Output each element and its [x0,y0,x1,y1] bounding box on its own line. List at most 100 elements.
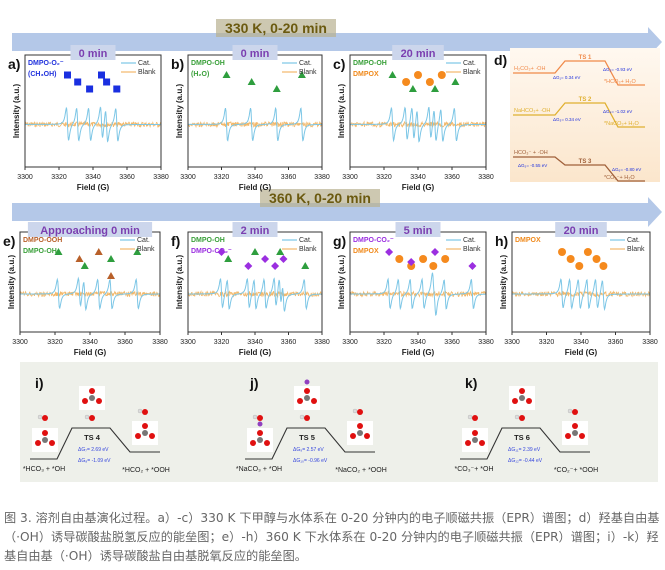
hydrogen-atom [37,414,43,420]
oxygen-atom [357,423,363,429]
oxygen-atom [357,409,363,415]
triangle-marker [451,78,460,85]
x-tick-label: 3360 [117,339,133,346]
epr-panel-e: e) DMPO-OOH DMPO-OH Cat. Blank Approaching 0 … [3,222,168,357]
dg2-label: ΔG₈= -1.09 eV [78,458,111,464]
time-label-bg [27,222,153,237]
epr-panel-c: c) DMPO-OH DMPOX Cat. Blank 20 min 3300 3320 334… [333,45,494,192]
carbon-atom [89,395,95,401]
time-label: 0 min [79,48,108,60]
panel-letter: c) [333,56,345,72]
x-tick-label: 3320 [214,339,230,346]
epr-panel-a: a) DMPO-O₂⁻ (CH₃OH) Cat. Blank 0 min 3300 3320 3… [8,45,169,192]
start-label: *HCO₃ + *OH [23,466,65,473]
oxygen-atom [257,415,263,421]
arrow-330k: 330 K, 0-20 min [12,19,662,57]
legend-blank-label: Blank [299,246,317,253]
cat-spectrum-line [350,106,486,143]
x-tick-label: 3340 [573,339,589,346]
circle-marker [441,255,450,263]
carbon-atom [572,430,578,436]
time-label-bg [232,222,278,237]
triangle-marker [408,85,417,92]
panel-letter: b) [171,56,184,72]
oxygen-atom [264,440,270,446]
arrow-360k: 360 K, 0-20 min [12,189,662,227]
triangle-marker [133,248,142,255]
molecule-structure [32,428,58,452]
x-tick-label: 3380 [314,174,330,181]
time-label: 5 min [404,225,433,237]
oxygen-atom [82,398,88,404]
dg-down-label: ΔG₂= -0.93 eV [603,67,632,72]
oxygen-atom [89,415,95,421]
x-tick-label: 3360 [119,174,135,181]
triangle-marker [94,248,103,255]
circle-marker [599,262,608,270]
time-label-bg [395,222,441,237]
hydrogen-atom [137,408,143,414]
hydrogen-atom [514,414,520,420]
oxygen-atom [364,433,370,439]
species-legend: DMPO-OOH [23,237,62,244]
oxygen-atom [257,430,263,436]
epr-panel-b: b) DMPO-OH (H₂O) Cat. Blank 0 min 3300 3320 3340… [171,45,330,192]
x-axis-label: Field (G) [402,348,435,357]
molecule-structure [247,421,273,452]
hydrogen-atom [84,414,90,420]
y-axis-label: Intensity (a.u.) [499,255,508,310]
time-label: Approaching 0 min [40,225,140,237]
legend-cat-label: Cat. [138,60,151,67]
start-label: HCO₃⁻ + ·OH [514,150,548,156]
energy-path-line [245,427,375,460]
y-axis-label: Intensity (a.u.) [175,255,184,310]
x-tick-label: 3380 [152,339,168,346]
x-tick-label: 3340 [82,339,98,346]
oxygen-atom [250,440,256,446]
energy-panel-i: i) *HCO₃ + *OH TS 4 ΔG₇= 2.69 eV ΔG₈= -1.09 … [23,375,170,474]
circle-marker [575,262,584,270]
carbon-atom [357,430,363,436]
legend-cat-label: Cat. [299,60,312,67]
blank-spectrum-line [24,120,162,129]
y-axis-label: Intensity (a.u.) [175,84,184,139]
arrow-label: 360 K, 0-20 min [269,190,371,206]
x-tick-label: 3360 [608,339,624,346]
panel-letter: h) [495,233,508,249]
oxygen-atom [142,409,148,415]
oxygen-atom [42,415,48,421]
legend-blank-label: Blank [627,246,645,253]
ts-label: TS 2 [579,97,592,103]
species-legend: (CH₃OH) [28,71,57,78]
carbon-atom [142,430,148,436]
oxygen-atom [472,415,478,421]
circle-marker [402,78,411,86]
species-legend: DMPOX [353,71,379,78]
dg1-label: ΔG₇= 2.69 eV [78,447,109,453]
square-marker [86,85,94,93]
oxygen-atom [572,409,578,415]
time-label: 2 min [241,225,270,237]
species-legend: DMPO-OH [191,60,225,67]
oxygen-atom [565,433,571,439]
arrow-label-bg [216,19,336,37]
molecule-structure [294,379,320,410]
molecule-structure [562,421,588,445]
molecule-structure [132,421,158,445]
oxygen-atom [479,440,485,446]
hydrogen-atom [252,414,258,420]
oxygen-atom [297,398,303,404]
circle-marker [425,78,434,86]
oxygen-atom [89,388,95,394]
legend-blank-label: Blank [299,69,317,76]
triangle-marker [222,71,231,78]
diamond-marker [244,262,253,270]
start-label: *CO₃⁻+ *OH [454,466,493,473]
x-tick-label: 3300 [504,339,520,346]
legend-cat-label: Cat. [137,237,150,244]
energy-panel-j: j) *NaCO₃ + *OH TS 5 ΔG₉= 2.57 eV ΔG₁₀= -0.9… [236,375,387,474]
triangle-marker [251,248,259,255]
start-label: *NaCO₃ + *OH [236,466,282,473]
y-axis-label: Intensity (a.u.) [337,255,346,310]
figure-canvas: 330 K, 0-20 min 360 K, 0-20 min a) DMPO-O₂⁻… [3,19,662,482]
